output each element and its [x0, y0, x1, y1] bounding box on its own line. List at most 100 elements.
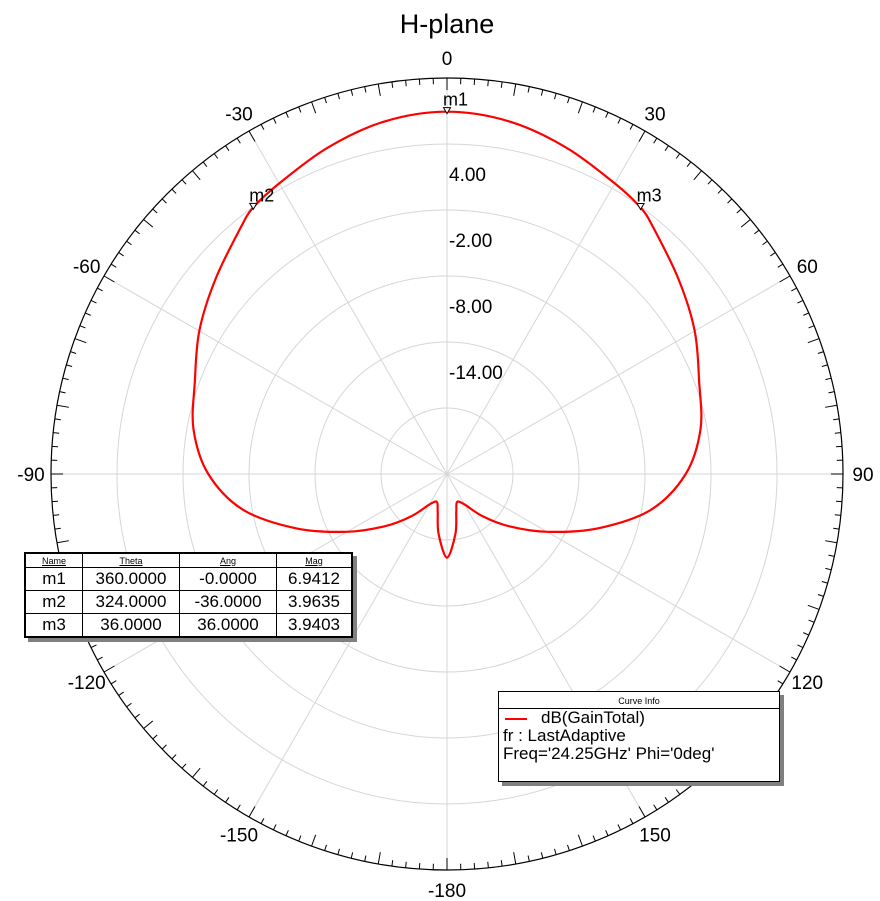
angle-tick: [181, 179, 187, 185]
angle-label: 90: [852, 465, 873, 486]
angle-tick: [577, 834, 583, 847]
angle-label: 150: [639, 825, 671, 846]
angle-tick: [707, 179, 713, 185]
grid-circle: [314, 341, 580, 607]
angle-tick: [192, 170, 201, 181]
angle-tick: [762, 240, 768, 246]
angle-tick: [225, 797, 230, 803]
angle-tick: [74, 338, 87, 344]
angle-tick: [134, 229, 140, 235]
angle-tick: [605, 830, 609, 836]
angle-tick: [807, 338, 820, 344]
angle-tick: [405, 80, 407, 87]
angle-tick: [617, 824, 622, 831]
angle-tick: [377, 852, 381, 865]
angle-tick: [248, 130, 256, 142]
marker-theta: 360.0000: [82, 567, 180, 591]
angle-label: -180: [428, 881, 466, 901]
angle-tick: [834, 432, 841, 434]
angle-tick: [817, 594, 824, 597]
angle-tick: [675, 153, 681, 159]
angle-tick: [90, 644, 97, 649]
angle-tick: [592, 835, 596, 842]
marker-theta: 324.0000: [82, 590, 180, 614]
chart-title: H-plane: [400, 9, 495, 39]
marker-triangle: [636, 203, 645, 211]
angle-tick: [364, 855, 367, 862]
angle-tick: [638, 130, 646, 142]
angle-tick: [817, 351, 824, 354]
radial-tick-label: 4.00: [449, 165, 486, 186]
table-row: m3 36.0000 36.0000 3.9403: [24, 613, 353, 638]
marker-label: m1: [443, 90, 468, 110]
angle-tick: [337, 848, 340, 855]
angle-tick: [638, 806, 646, 818]
angle-tick: [324, 844, 327, 851]
angle-tick: [828, 554, 835, 557]
angle-label: 120: [791, 673, 823, 694]
angle-tick: [70, 351, 77, 354]
angle-label: 30: [644, 105, 665, 126]
angle-tick: [777, 263, 784, 268]
angle-tick: [54, 527, 61, 530]
angle-label: -150: [220, 825, 258, 846]
marker-name: m2: [24, 590, 83, 614]
marker-ang: 36.0000: [179, 613, 277, 638]
angle-label: -30: [225, 105, 252, 126]
angle-tick: [59, 391, 66, 394]
grid-circle: [248, 275, 646, 673]
angle-tick: [825, 377, 832, 381]
angle-tick: [487, 80, 489, 87]
angle-tick: [513, 83, 517, 96]
angle-tick: [248, 806, 256, 818]
angle-tick: [350, 89, 354, 96]
angle-tick: [391, 81, 394, 88]
angle-tick: [66, 364, 73, 367]
angle-tick: [260, 124, 265, 130]
angle-tick: [110, 680, 117, 685]
angle-tick: [364, 86, 367, 93]
curve-info-title: Curve Info: [499, 692, 779, 709]
angle-label: -60: [73, 257, 100, 278]
radial-tick-label: -8.00: [449, 297, 492, 318]
angle-tick: [686, 161, 692, 167]
angle-tick: [192, 767, 201, 778]
marker-triangle: [248, 202, 258, 211]
angle-tick: [803, 632, 809, 636]
curve-info-legend: Curve Info dB(GainTotal) fr : LastAdapti…: [498, 691, 780, 782]
angle-tick: [629, 124, 634, 130]
angle-tick: [97, 656, 103, 661]
angle-tick: [653, 137, 658, 144]
angle-tick: [825, 540, 838, 544]
header-mag: Mag: [276, 552, 353, 568]
angle-tick: [213, 789, 219, 795]
angle-tick: [110, 263, 117, 268]
angle-tick: [54, 418, 61, 421]
angle-tick: [740, 219, 751, 228]
angle-tick: [797, 299, 804, 304]
marker-name: m3: [24, 613, 83, 638]
radial-tick-labels: 4.00 -2.00 -8.00 -14.00: [449, 165, 503, 384]
angle-tick: [833, 418, 840, 421]
angle-tick: [500, 81, 503, 88]
grid-circle: [182, 209, 712, 739]
angle-tick: [161, 744, 167, 750]
angle-tick: [803, 312, 809, 316]
angle-tick: [260, 818, 265, 824]
angle-tick: [727, 198, 733, 204]
angle-tick: [653, 804, 658, 811]
angle-tick: [103, 275, 115, 283]
marker-label: m2: [249, 185, 274, 205]
marker-mag: 3.9403: [276, 613, 353, 638]
marker-label: m3: [637, 186, 662, 206]
legend-entry: dB(GainTotal): [499, 709, 779, 727]
angle-tick: [202, 161, 208, 167]
angle-tick: [777, 680, 784, 685]
angle-tick: [225, 145, 230, 151]
angle-tick: [126, 240, 132, 246]
angle-tick: [513, 852, 517, 865]
angle-tick: [79, 325, 86, 329]
angle-tick: [171, 754, 177, 760]
marker-table-header-row: Name Theta Ang Mag: [24, 552, 353, 568]
angle-tick: [236, 804, 241, 811]
